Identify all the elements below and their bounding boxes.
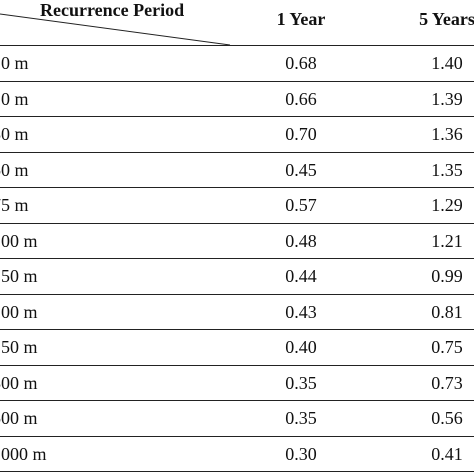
distance-cell: 10 m bbox=[0, 53, 29, 73]
table-row: 300 m 0.35 0.73 bbox=[0, 366, 474, 401]
distance-cell: 500 m bbox=[0, 408, 38, 428]
header-recurrence-period: Recurrence Period bbox=[40, 0, 185, 20]
table-row: 30 m 0.70 1.36 bbox=[0, 117, 474, 153]
table-row: 500 m 0.35 0.56 bbox=[0, 401, 474, 437]
header-col-5-years: 5 Years bbox=[419, 9, 474, 29]
header-diagonal-rule bbox=[0, 13, 231, 46]
value-5-years-cell: 1.21 bbox=[431, 230, 463, 251]
distance-cell: 1000 m bbox=[0, 443, 47, 464]
table-row: 10 m 0.68 1.40 bbox=[0, 46, 474, 82]
value-1-year-cell: 0.70 bbox=[285, 124, 317, 144]
table-row: 75 m 0.57 1.29 bbox=[0, 188, 474, 224]
table-row: 200 m 0.43 0.81 bbox=[0, 295, 474, 330]
value-1-year-cell: 0.43 bbox=[285, 301, 317, 322]
table-row: 100 m 0.48 1.21 bbox=[0, 224, 474, 259]
header-col-1-year: 1 Year bbox=[276, 9, 326, 29]
header-rule bbox=[0, 45, 474, 46]
value-1-year-cell: 0.30 bbox=[285, 443, 317, 464]
value-1-year-cell: 0.44 bbox=[285, 266, 317, 286]
value-5-years-cell: 1.40 bbox=[431, 53, 463, 73]
table-row: 150 m 0.44 0.99 bbox=[0, 259, 474, 295]
distance-cell: 20 m bbox=[0, 88, 29, 109]
value-5-years-cell: 0.73 bbox=[431, 372, 463, 393]
value-1-year-cell: 0.66 bbox=[285, 88, 317, 109]
distance-cell: 150 m bbox=[0, 266, 38, 286]
distance-cell: 50 m bbox=[0, 159, 29, 180]
table-body: 10 m 0.68 1.40 20 m 0.66 1.39 30 m 0.70 … bbox=[0, 46, 474, 472]
value-5-years-cell: 0.75 bbox=[431, 337, 463, 357]
distance-cell: 30 m bbox=[0, 124, 29, 144]
value-1-year-cell: 0.57 bbox=[285, 195, 317, 215]
value-5-years-cell: 0.41 bbox=[431, 443, 463, 464]
table-row: 250 m 0.40 0.75 bbox=[0, 330, 474, 366]
value-1-year-cell: 0.40 bbox=[285, 337, 317, 357]
table-row: 20 m 0.66 1.39 bbox=[0, 82, 474, 117]
value-5-years-cell: 0.81 bbox=[431, 301, 463, 322]
value-5-years-cell: 1.36 bbox=[431, 124, 463, 144]
value-5-years-cell: 0.99 bbox=[431, 266, 463, 286]
value-1-year-cell: 0.68 bbox=[285, 53, 317, 73]
value-1-year-cell: 0.48 bbox=[285, 230, 317, 251]
distance-cell: 300 m bbox=[0, 372, 38, 393]
distance-cell: 75 m bbox=[0, 195, 29, 215]
value-5-years-cell: 1.39 bbox=[431, 88, 463, 109]
value-1-year-cell: 0.35 bbox=[285, 408, 317, 428]
table-row: 1000 m 0.30 0.41 bbox=[0, 437, 474, 472]
distance-cell: 250 m bbox=[0, 337, 38, 357]
distance-cell: 200 m bbox=[0, 301, 38, 322]
value-1-year-cell: 0.45 bbox=[285, 159, 317, 180]
value-1-year-cell: 0.35 bbox=[285, 372, 317, 393]
value-5-years-cell: 1.29 bbox=[431, 195, 463, 215]
value-5-years-cell: 1.35 bbox=[431, 159, 463, 180]
table-row: 50 m 0.45 1.35 bbox=[0, 153, 474, 188]
distance-cell: 100 m bbox=[0, 230, 38, 251]
table-header: Recurrence Period 1 Year 5 Years bbox=[0, 0, 474, 46]
value-5-years-cell: 0.56 bbox=[431, 408, 463, 428]
